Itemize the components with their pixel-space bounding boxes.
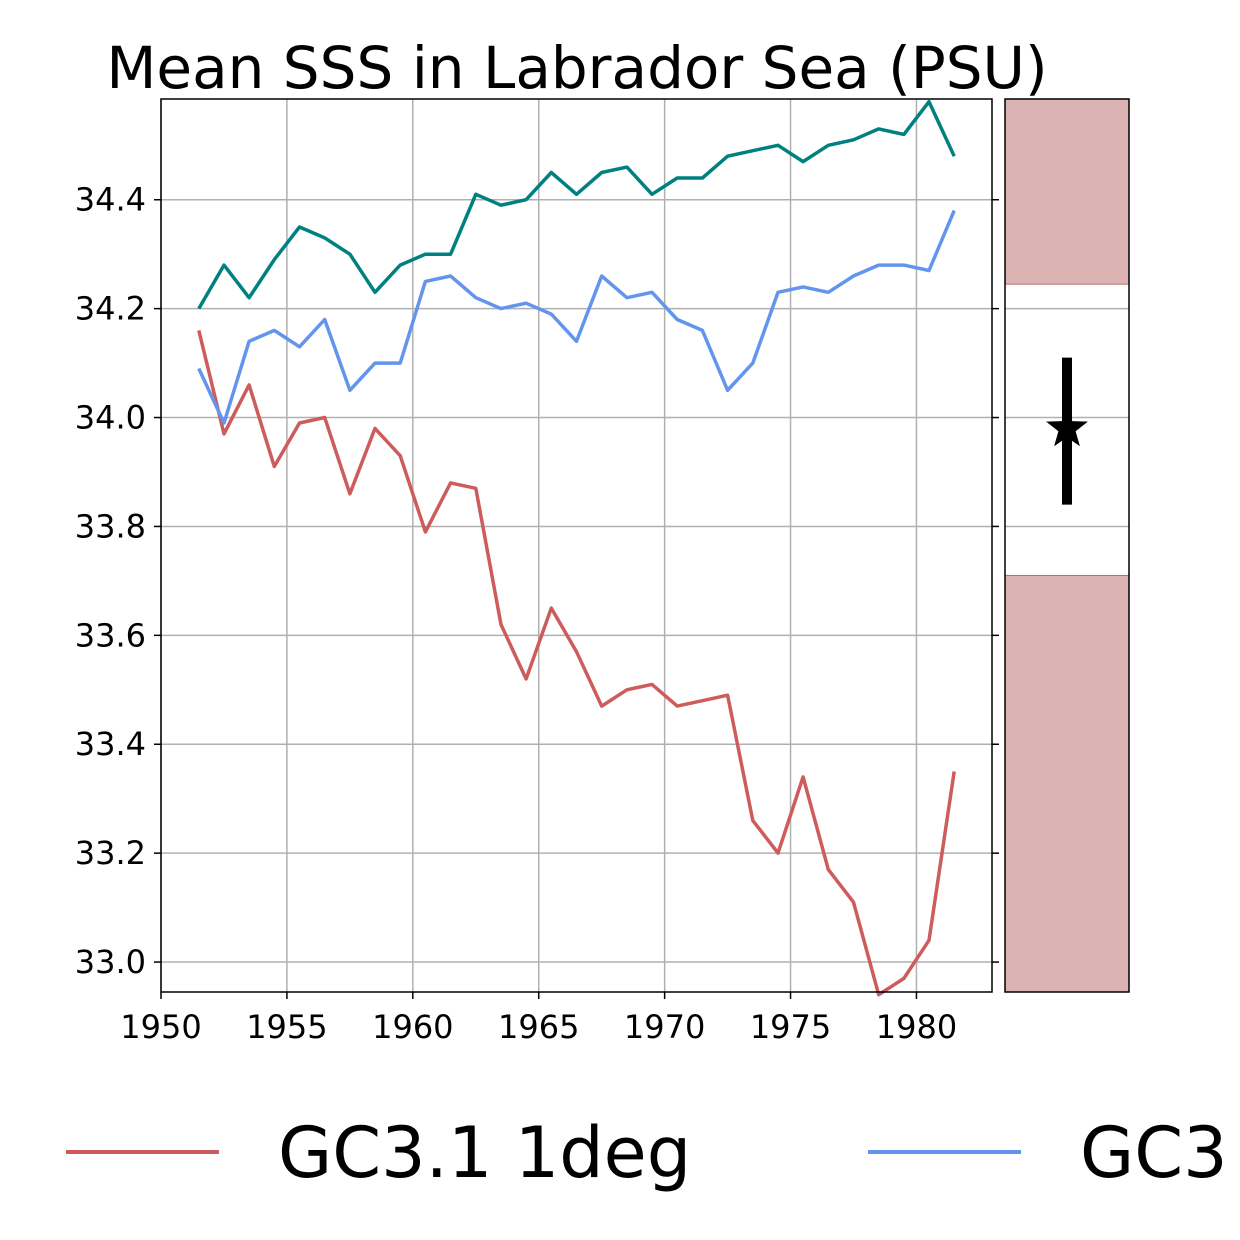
y-tick-label: 34.4 (75, 181, 146, 219)
y-tick-label: 33.4 (75, 725, 146, 763)
x-tick-label: 1950 (120, 1008, 201, 1046)
series-line-3 (197, 99, 956, 310)
x-tick-label: 1965 (498, 1008, 579, 1046)
chart-title: Mean SSS in Labrador Sea (PSU) (106, 34, 1047, 102)
legend-label-2: GC3 (1080, 1112, 1228, 1194)
main-plot-lines (197, 99, 956, 997)
legend-label-1: GC3.1 1deg (278, 1112, 691, 1194)
x-tick-label: 1975 (750, 1008, 831, 1046)
y-tick-label: 33.8 (75, 507, 146, 545)
main-plot-frame (160, 98, 993, 993)
side-shaded-upper (1004, 98, 1130, 285)
side-shaded-lower (1004, 574, 1130, 993)
legend: GC3.1 1deg GC3 (66, 1112, 1228, 1194)
y-tick-label: 34.2 (75, 290, 146, 328)
side-star-marker (1046, 406, 1088, 447)
y-tick-label: 34.0 (75, 399, 146, 437)
y-axis-ticks: 33.0 33.2 33.4 33.6 33.8 34.0 34.2 34.4 (75, 181, 999, 981)
series-line-2 (197, 209, 956, 425)
x-axis-ticks: 1950 1955 1960 1965 1970 1975 1980 (120, 992, 957, 1046)
y-tick-label: 33.6 (75, 616, 146, 654)
x-tick-label: 1970 (624, 1008, 705, 1046)
x-tick-label: 1980 (876, 1008, 957, 1046)
side-panel (1004, 98, 1130, 993)
x-tick-label: 1960 (372, 1008, 453, 1046)
x-tick-label: 1955 (246, 1008, 327, 1046)
series-line-1 (197, 329, 956, 997)
main-plot-grid (160, 99, 992, 992)
y-tick-label: 33.0 (75, 943, 146, 981)
y-tick-label: 33.2 (75, 834, 146, 872)
side-panel-frame (1004, 98, 1130, 993)
